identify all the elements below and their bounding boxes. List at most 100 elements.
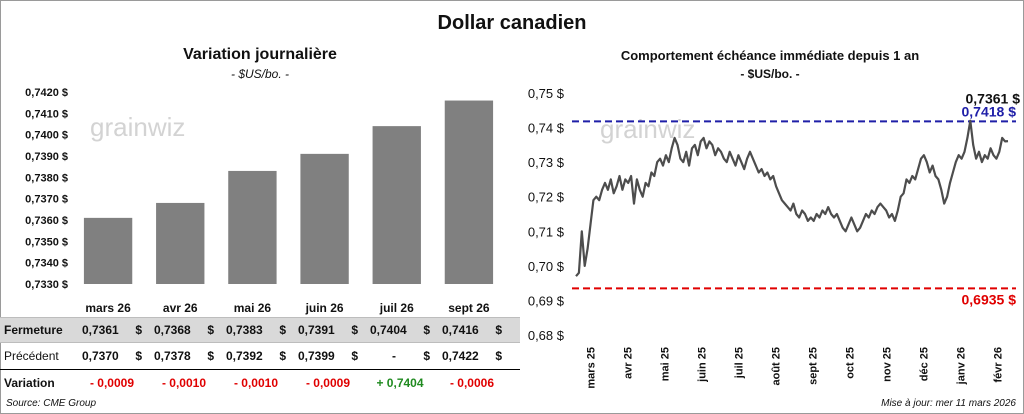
variation-cell: - 0,0009 bbox=[305, 375, 351, 390]
y-tick-label: 0,75 $ bbox=[528, 86, 565, 101]
update-note: Mise à jour: mer 11 mars 2026 bbox=[881, 398, 1016, 409]
cell-unit: $ bbox=[207, 323, 214, 337]
cell-value: 0,7399 bbox=[298, 349, 335, 363]
cell-unit: $ bbox=[207, 349, 214, 363]
cell-unit: $ bbox=[135, 323, 142, 337]
cell-value: - bbox=[392, 349, 396, 363]
reference-label: 0,7418 $ bbox=[962, 103, 1017, 119]
x-tick-label: mars 26 bbox=[85, 301, 131, 315]
right-chart-title: Comportement échéance immédiate depuis 1… bbox=[620, 48, 920, 63]
cell-value: 0,7370 bbox=[82, 349, 119, 363]
series-line bbox=[575, 119, 1009, 277]
variation-cell: - 0,0010 bbox=[161, 375, 207, 390]
cell-unit: $ bbox=[279, 349, 286, 363]
bar bbox=[156, 202, 205, 284]
x-tick-label: mai 25 bbox=[660, 347, 672, 381]
reference-label: 0,6935 $ bbox=[962, 291, 1017, 307]
previous-cell: 0,7370 $ bbox=[76, 349, 148, 363]
y-tick-label: 0,69 $ bbox=[528, 293, 565, 308]
cell-unit: $ bbox=[423, 349, 430, 363]
y-tick-label: 0,71 $ bbox=[528, 224, 565, 239]
x-tick-label: févr 26 bbox=[993, 347, 1005, 382]
line-chart: grainwiz 0,68 $ 0,69 $ 0,70 $ 0,71 $ 0,72 $ 0… bbox=[528, 86, 1020, 389]
cell-value: 0,7383 bbox=[226, 323, 263, 337]
previous-cell: 0,7392 $ bbox=[220, 349, 292, 363]
watermark-left: grainwiz bbox=[90, 112, 185, 142]
close-cell: 0,7361 $ bbox=[76, 323, 148, 337]
cell-value: 0,7392 bbox=[226, 349, 263, 363]
x-tick-label: mai 26 bbox=[234, 301, 272, 315]
y-tick-label: 0,68 $ bbox=[528, 328, 565, 343]
x-tick-label: déc 25 bbox=[919, 347, 931, 381]
variation-cell: - 0,0010 bbox=[233, 375, 279, 390]
cell-value: 0,7391 bbox=[298, 323, 335, 337]
x-tick-label: avr 25 bbox=[623, 347, 635, 379]
cell-value: 0,7361 bbox=[82, 323, 119, 337]
y-tick-label: 0,7380 $ bbox=[25, 172, 68, 184]
left-chart-subtitle: - $US/bo. - bbox=[230, 67, 290, 81]
cell-unit: $ bbox=[495, 323, 502, 337]
cell-unit: $ bbox=[423, 323, 430, 337]
left-chart-title: Variation journalière bbox=[183, 46, 337, 63]
x-tick-label: juil 26 bbox=[379, 301, 414, 315]
close-cell: 0,7368 $ bbox=[148, 323, 220, 337]
y-tick-label: 0,74 $ bbox=[528, 121, 565, 136]
bar bbox=[372, 126, 421, 284]
close-cell: 0,7416 $ bbox=[436, 323, 508, 337]
cell-unit: $ bbox=[495, 349, 502, 363]
y-tick-label: 0,7360 $ bbox=[25, 215, 68, 227]
y-tick-label: 0,7370 $ bbox=[25, 194, 68, 206]
bar bbox=[444, 100, 494, 285]
y-tick-label: 0,7390 $ bbox=[25, 151, 68, 163]
variation-cell: - 0,0009 bbox=[89, 375, 135, 390]
table-row-close: Fermeture 0,7361 $ 0,7368 $ 0,7383 $ 0,7391… bbox=[0, 317, 520, 343]
x-tick-label: juin 26 bbox=[305, 301, 344, 315]
x-tick-label: juil 25 bbox=[734, 347, 746, 379]
x-tick-label: sept 25 bbox=[808, 347, 820, 385]
cell-unit: $ bbox=[351, 349, 358, 363]
bar-chart: grainwiz 0,7330 $ 0,7340 $ 0,7350 $ 0,7360 … bbox=[25, 87, 494, 315]
table-row-previous: Précédent 0,7370 $ 0,7378 $ 0,7392 $ 0,7399… bbox=[0, 343, 520, 369]
y-tick-label: 0,7350 $ bbox=[25, 236, 68, 248]
row-label-close: Fermeture bbox=[4, 323, 63, 337]
y-tick-label: 0,73 $ bbox=[528, 155, 565, 170]
row-label-previous: Précédent bbox=[4, 349, 59, 363]
cell-value: 0,7422 bbox=[442, 349, 479, 363]
table-row-variation: Variation - 0,0009 - 0,0010 - 0,0010 - 0… bbox=[0, 369, 520, 395]
variation-cell: - 0,0006 bbox=[449, 375, 495, 390]
y-tick-label: 0,7400 $ bbox=[25, 130, 68, 142]
y-tick-label: 0,7410 $ bbox=[25, 108, 68, 120]
cell-unit: $ bbox=[135, 349, 142, 363]
previous-cell: 0,7378 $ bbox=[148, 349, 220, 363]
cell-value: 0,7378 bbox=[154, 349, 191, 363]
previous-cell: 0,7422 $ bbox=[436, 349, 508, 363]
cell-unit: $ bbox=[279, 323, 286, 337]
bar bbox=[228, 170, 277, 284]
close-cell: 0,7391 $ bbox=[292, 323, 364, 337]
x-tick-label: avr 26 bbox=[163, 301, 198, 315]
x-tick-label: janv 26 bbox=[956, 347, 968, 385]
row-label-variation: Variation bbox=[4, 375, 55, 390]
close-cell: 0,7404 $ bbox=[364, 323, 436, 337]
page-title: Dollar canadien bbox=[437, 12, 587, 34]
cell-value: 0,7416 bbox=[442, 323, 479, 337]
bar bbox=[83, 217, 133, 284]
y-tick-label: 0,72 $ bbox=[528, 190, 565, 205]
y-tick-label: 0,7330 $ bbox=[25, 279, 68, 291]
cell-value: 0,7368 bbox=[154, 323, 191, 337]
cell-unit: $ bbox=[351, 323, 358, 337]
previous-cell: 0,7399 $ bbox=[292, 349, 364, 363]
bar bbox=[300, 153, 349, 284]
close-cell: 0,7383 $ bbox=[220, 323, 292, 337]
variation-cell: + 0,7404 bbox=[376, 375, 424, 390]
y-tick-label: 0,70 $ bbox=[528, 259, 565, 274]
x-tick-label: mars 25 bbox=[586, 347, 598, 389]
source-note: Source: CME Group bbox=[6, 398, 97, 409]
x-tick-label: juin 25 bbox=[697, 347, 709, 383]
cell-value: 0,7404 bbox=[370, 323, 407, 337]
x-tick-label: oct 25 bbox=[845, 347, 857, 379]
y-tick-label: 0,7420 $ bbox=[25, 87, 68, 99]
x-tick-label: nov 25 bbox=[882, 347, 894, 382]
x-tick-label: sept 26 bbox=[448, 301, 490, 315]
previous-cell: - $ bbox=[364, 349, 436, 363]
